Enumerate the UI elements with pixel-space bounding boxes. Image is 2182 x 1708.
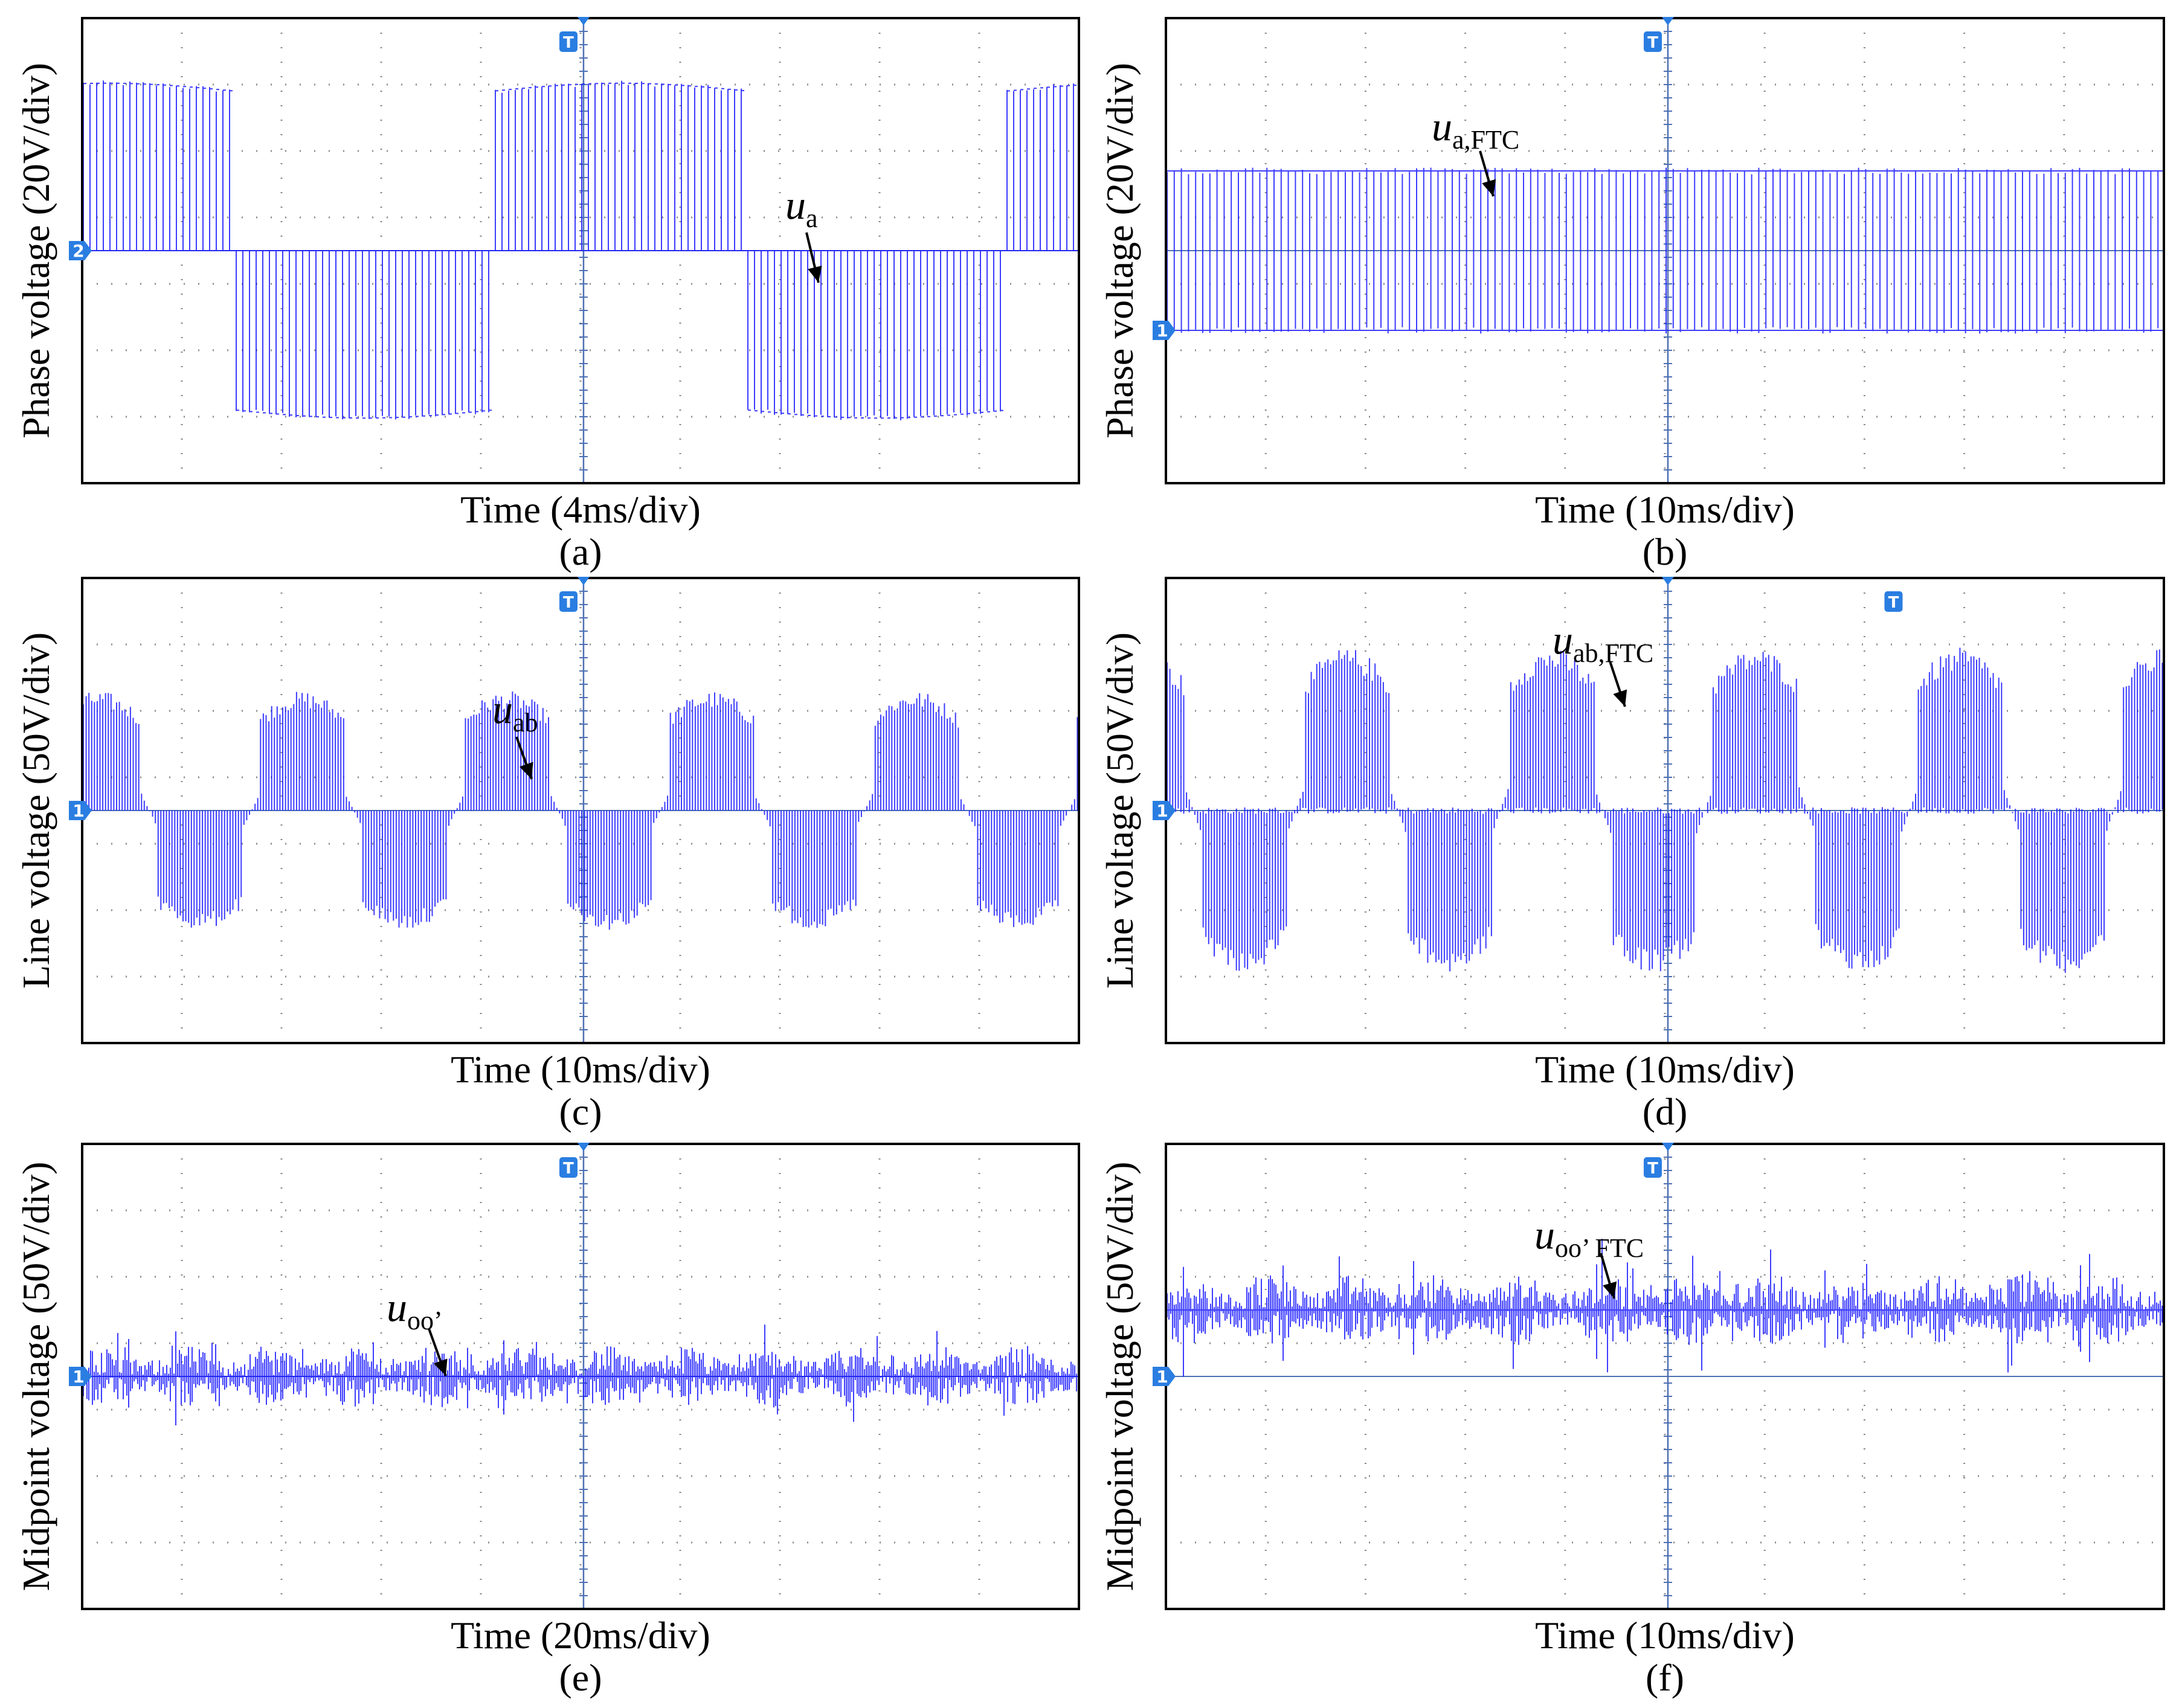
trigger-position-icon <box>577 1143 590 1151</box>
svg-text:1: 1 <box>72 1367 84 1387</box>
trigger-position-icon <box>577 577 590 585</box>
svg-text:1: 1 <box>1156 801 1168 821</box>
panel-caption: (d) <box>1642 1090 1688 1133</box>
y-axis-label: Line voltage (50V/div) <box>1098 632 1141 989</box>
panel-d: T1 <box>1153 577 2165 1044</box>
arrow-head-icon <box>1482 179 1496 196</box>
panel-f: T1 <box>1153 1143 2165 1610</box>
arrow-head-icon <box>433 1358 448 1376</box>
svg-text:T: T <box>563 34 574 52</box>
trigger-marker-icon: T <box>559 31 578 52</box>
x-axis-label: Time (4ms/div) <box>460 488 701 531</box>
y-axis-label: Midpoint voltage (50V/div) <box>1098 1161 1141 1591</box>
x-axis-label: Time (10ms/div) <box>1535 488 1795 531</box>
channel-marker-icon: 1 <box>1153 1367 1176 1387</box>
panel-b: T1 <box>1153 17 2165 484</box>
panel-caption: (f) <box>1646 1656 1684 1699</box>
trigger-marker-icon: T <box>559 1157 578 1178</box>
y-axis-label: Midpoint voltage (50V/div) <box>14 1161 57 1591</box>
svg-text:T: T <box>1888 594 1899 612</box>
trace-annotation: uab <box>492 686 538 737</box>
trace-a <box>83 80 1078 420</box>
trigger-position-icon <box>577 17 590 25</box>
channel-marker-icon: 2 <box>69 241 92 261</box>
x-axis-label: Time (10ms/div) <box>1535 1614 1795 1657</box>
trace-annotation: uoo’ FTC <box>1534 1212 1644 1263</box>
svg-text:T: T <box>1647 1160 1658 1178</box>
panel-caption: (e) <box>559 1656 602 1699</box>
svg-text:1: 1 <box>1156 1367 1168 1387</box>
x-axis-label: Time (10ms/div) <box>1535 1048 1795 1091</box>
trace-annotation: ua <box>785 182 818 233</box>
trigger-position-icon <box>1661 1143 1674 1151</box>
panel-e: T1 <box>69 1143 1080 1610</box>
x-axis-label: Time (10ms/div) <box>451 1048 710 1091</box>
panel-caption: (b) <box>1642 530 1688 573</box>
arrow-head-icon <box>519 762 533 779</box>
trace-annotation: uoo’ <box>387 1284 443 1335</box>
svg-text:T: T <box>563 1160 574 1178</box>
svg-text:1: 1 <box>1156 321 1168 341</box>
trace-annotation: ua,FTC <box>1432 103 1520 155</box>
x-axis-label: Time (20ms/div) <box>451 1614 710 1657</box>
panel-caption: (a) <box>559 530 602 573</box>
channel-marker-icon: 1 <box>1153 321 1176 341</box>
svg-text:T: T <box>563 594 574 612</box>
panel-c: T1 <box>69 577 1080 1044</box>
panel-a: T2 <box>69 17 1080 484</box>
trigger-position-icon <box>1661 577 1674 585</box>
y-axis-label: Phase voltage (20V/div) <box>1098 62 1141 439</box>
arrow-head-icon <box>1603 1281 1617 1299</box>
trigger-marker-icon: T <box>1643 31 1662 52</box>
svg-text:1: 1 <box>72 801 84 821</box>
svg-text:2: 2 <box>72 241 84 261</box>
trigger-marker-icon: T <box>1643 1157 1662 1178</box>
panel-caption: (c) <box>559 1090 602 1133</box>
y-axis-label: Line voltage (50V/div) <box>14 632 57 989</box>
y-axis-label: Phase voltage (20V/div) <box>14 62 57 439</box>
svg-text:T: T <box>1647 34 1658 52</box>
channel-marker-icon: 1 <box>69 1367 92 1387</box>
arrow-head-icon <box>808 265 822 283</box>
trace-annotation: uab,FTC <box>1553 617 1654 668</box>
arrow-head-icon <box>1613 689 1627 707</box>
channel-marker-icon: 1 <box>1153 801 1176 821</box>
channel-marker-icon: 1 <box>69 801 92 821</box>
trigger-marker-icon: T <box>559 591 578 612</box>
trigger-marker-icon: T <box>1884 591 1903 612</box>
trigger-position-icon <box>1661 17 1674 25</box>
